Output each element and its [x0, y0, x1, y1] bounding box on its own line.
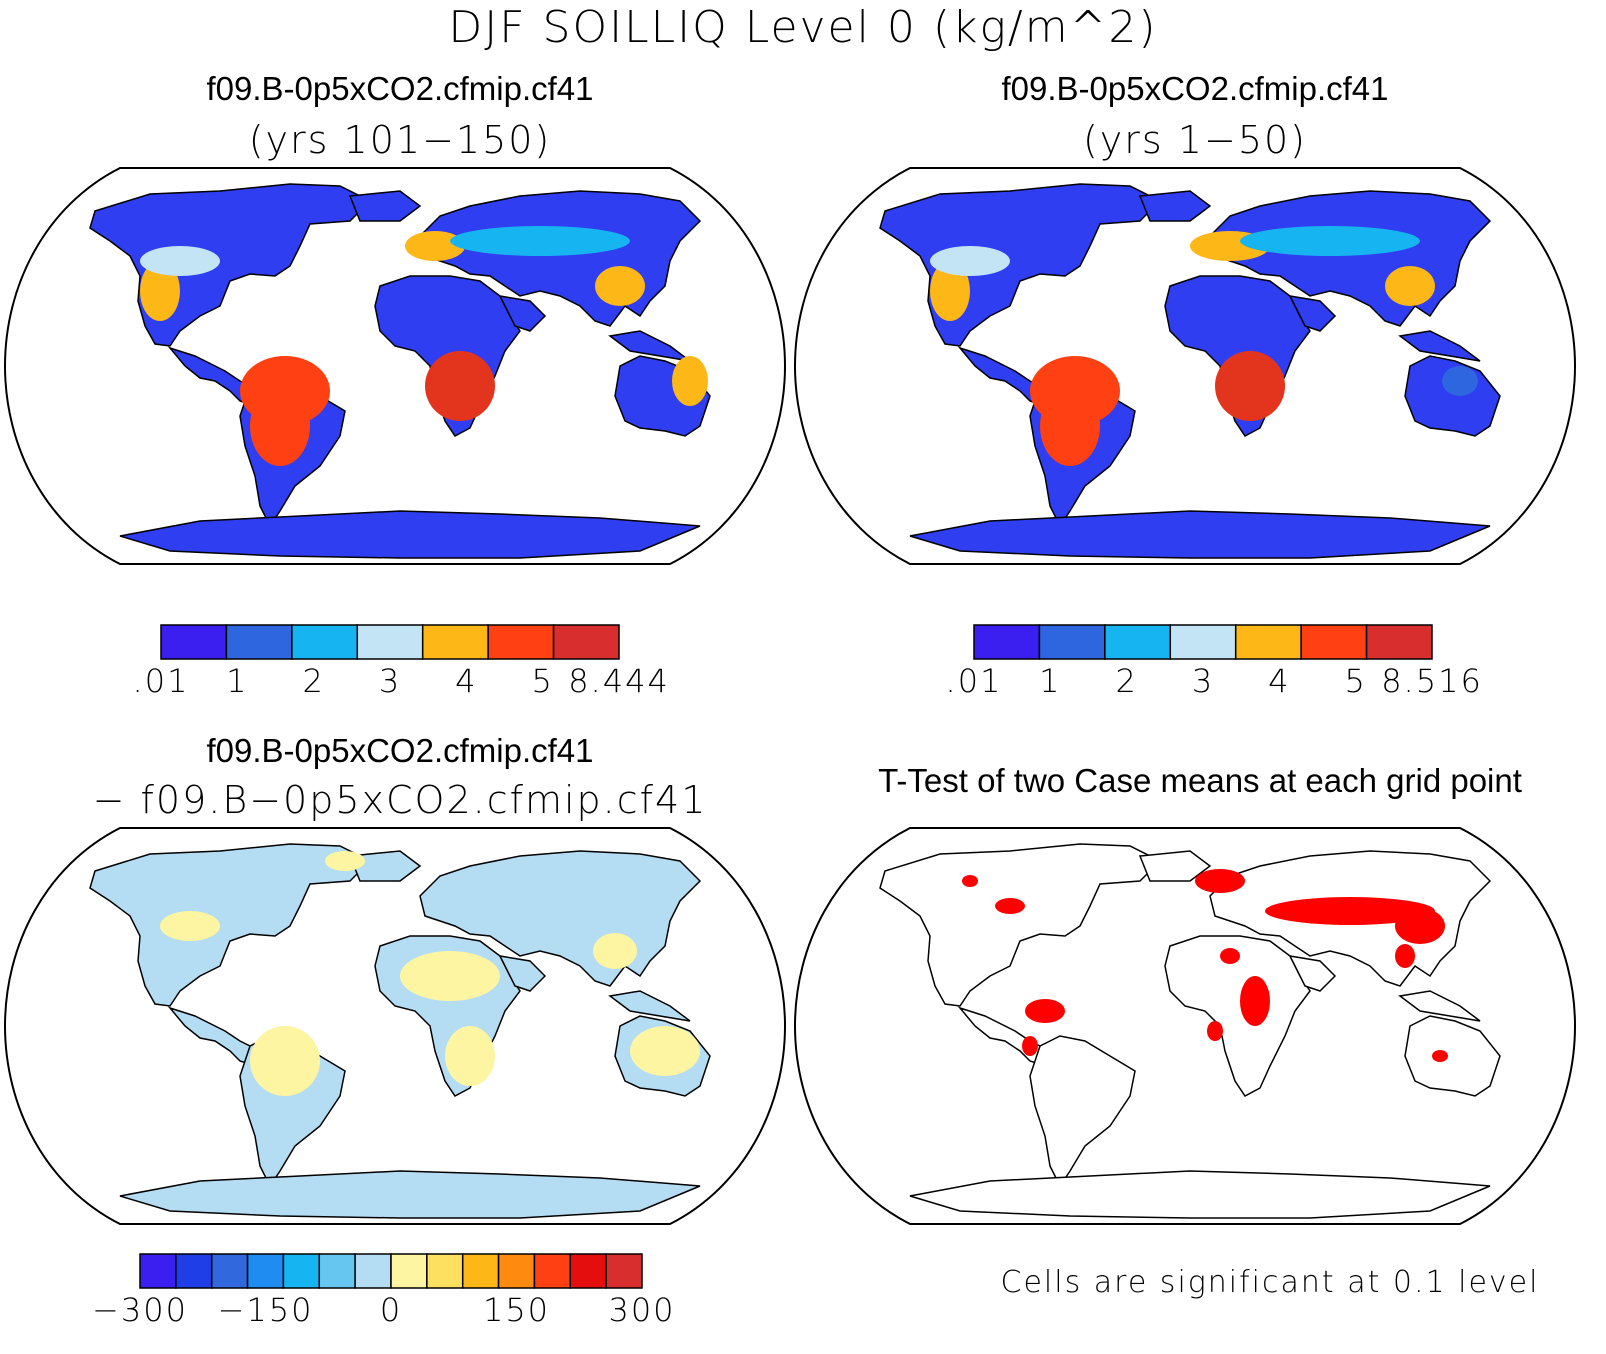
colorbar-cell — [175, 1253, 213, 1289]
colorbar-cell — [533, 1253, 572, 1289]
panel-title-case2: f09.B-0p5xCO2.cfmip.cf41 — [1001, 70, 1389, 107]
colorbar-tick-label: 4 — [1268, 662, 1291, 700]
colorbar-tick-label: 150 — [482, 1291, 551, 1329]
colorbar-cell — [1038, 624, 1106, 660]
colorbar-cells — [139, 1253, 643, 1289]
colorbar-cell — [390, 1253, 428, 1289]
colorbar-difference — [139, 1253, 643, 1289]
map-ttest — [793, 827, 1577, 1225]
colorbar-cell — [1234, 624, 1302, 660]
panel-subtitle-difference: − f09.B−0p5xCO2.cfmip.cf41 — [92, 778, 708, 822]
colorbar-tick-label: .01 — [132, 662, 190, 700]
colorbar-cell — [282, 1253, 321, 1289]
colorbar-cell — [225, 624, 293, 660]
colorbar-case1 — [160, 624, 620, 660]
colorbar-tick-label: 8.516 — [1381, 662, 1483, 700]
panel-subtitle-case2: (yrs 1−50) — [1082, 118, 1307, 162]
colorbar-cell — [246, 1253, 285, 1289]
colorbar-tick-label: 300 — [608, 1291, 676, 1329]
colorbar-cell — [426, 1253, 464, 1289]
colorbar-cell — [497, 1253, 536, 1289]
colorbar-difference-ticks: −300 −150 0 150 300 — [92, 1291, 673, 1331]
colorbar-case2 — [973, 624, 1433, 660]
colorbar-cell — [1104, 624, 1172, 660]
colorbar-cell — [210, 1253, 249, 1289]
colorbar-cells — [973, 624, 1433, 660]
colorbar-cell — [291, 624, 359, 660]
figure-title: DJF SOILLIQ Level 0 (kg/m^2) — [448, 2, 1158, 53]
colorbar-cell — [139, 1253, 177, 1289]
colorbar-tick-label: 5 — [1344, 662, 1367, 700]
panel-title-difference: f09.B-0p5xCO2.cfmip.cf41 — [206, 732, 594, 769]
colorbar-tick-label: 0 — [379, 1291, 403, 1329]
panel-title-case1: f09.B-0p5xCO2.cfmip.cf41 — [206, 70, 594, 107]
colorbar-tick-label: −300 — [92, 1291, 188, 1329]
colorbar-cell — [605, 1253, 643, 1289]
panel-subtitle-case1: (yrs 101−150) — [248, 118, 552, 162]
significant-cells — [962, 869, 1448, 1062]
map-case1 — [3, 167, 787, 565]
colorbar-case2-ticks: .01 1 2 3 4 5 8.516 — [946, 662, 1481, 702]
colorbar-tick-label: −150 — [217, 1291, 314, 1329]
colorbar-cell — [1365, 624, 1433, 660]
map-difference — [3, 827, 787, 1225]
colorbar-cell — [354, 1253, 392, 1289]
colorbar-tick-label: 5 — [531, 662, 554, 700]
significance-note: Cells are significant at 0.1 level — [1000, 1265, 1540, 1300]
colorbar-cell — [487, 624, 555, 660]
colorbar-tick-label: 3 — [1191, 662, 1215, 700]
colorbar-tick-label: 1 — [1039, 662, 1062, 700]
wet-regions — [140, 226, 708, 466]
colorbar-cell — [318, 1253, 356, 1289]
positive-anomaly-regions — [160, 851, 700, 1096]
colorbar-cell — [160, 624, 228, 660]
colorbar-cell — [569, 1253, 607, 1289]
colorbar-cell — [552, 624, 620, 660]
colorbar-tick-label: 2 — [302, 662, 325, 700]
colorbar-cell — [973, 624, 1041, 660]
wet-regions — [930, 226, 1478, 466]
colorbar-tick-label: 2 — [1115, 662, 1138, 700]
colorbar-tick-label: 8.444 — [568, 662, 670, 700]
colorbar-cell — [461, 1253, 500, 1289]
colorbar-tick-label: 3 — [378, 662, 402, 700]
colorbar-cell — [1169, 624, 1237, 660]
colorbar-tick-label: 1 — [226, 662, 249, 700]
colorbar-cells — [160, 624, 620, 660]
colorbar-tick-label: 4 — [455, 662, 478, 700]
colorbar-cell — [421, 624, 489, 660]
panel-title-ttest: T-Test of two Case means at each grid po… — [878, 762, 1522, 799]
colorbar-case1-ticks: .01 1 2 3 4 5 8.444 — [133, 662, 668, 702]
map-case2 — [793, 167, 1577, 565]
colorbar-tick-label: .01 — [945, 662, 1003, 700]
colorbar-cell — [356, 624, 424, 660]
colorbar-cell — [1300, 624, 1368, 660]
